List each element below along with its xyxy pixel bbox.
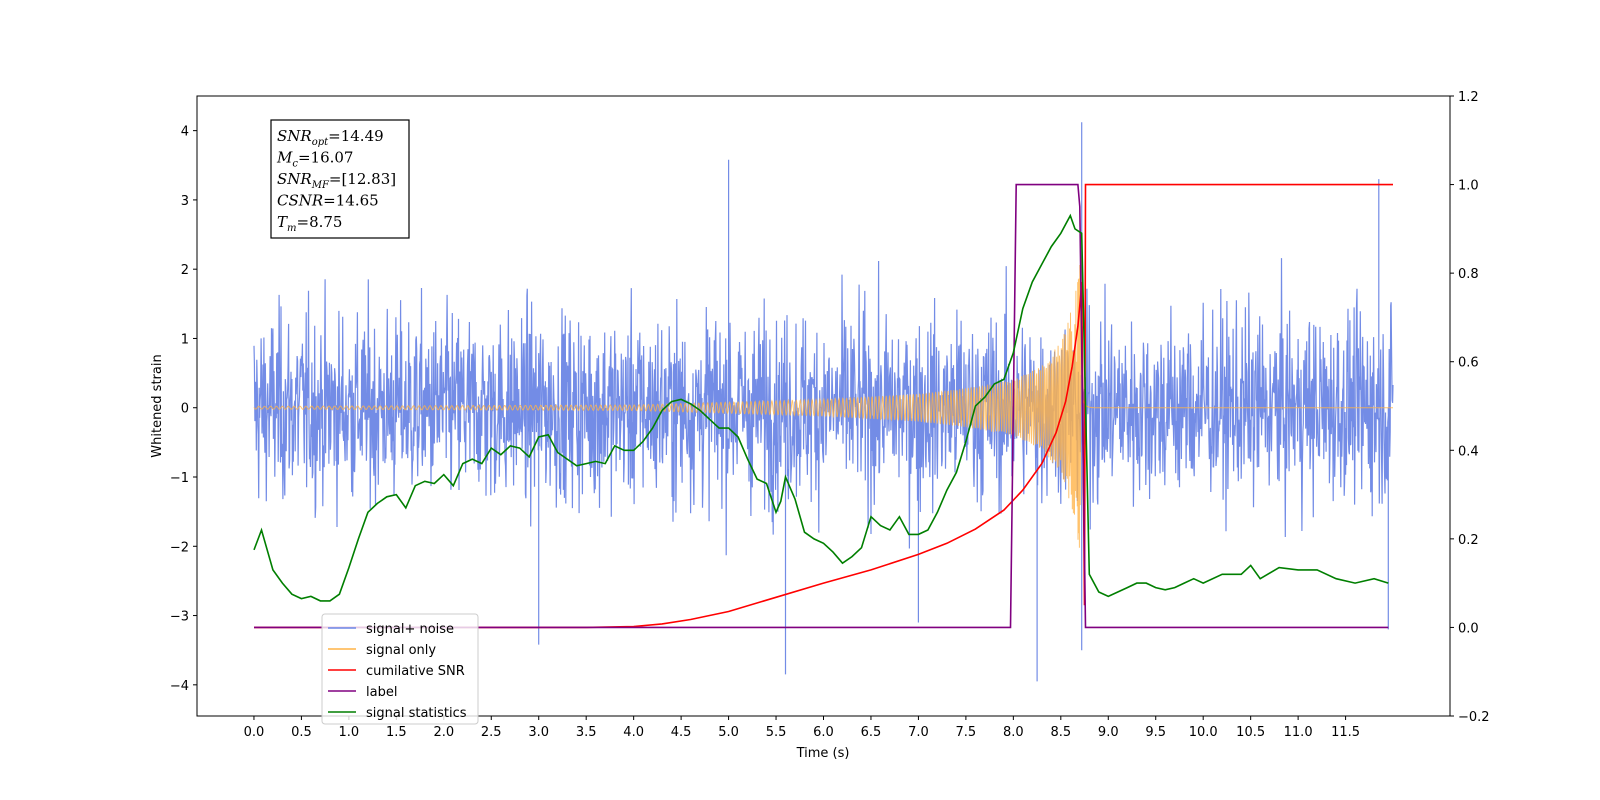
x-tick-label: 0.5 xyxy=(291,725,312,740)
x-tick-label: 1.0 xyxy=(339,725,360,740)
y-tick-label: −2 xyxy=(170,540,189,555)
y2-tick-label: 1.0 xyxy=(1458,179,1479,194)
legend-label: signal only xyxy=(366,643,436,658)
y-tick-label: 4 xyxy=(181,125,189,140)
y-tick-label: 2 xyxy=(181,263,189,278)
y2-tick-label: −0.2 xyxy=(1458,710,1490,725)
x-tick-label: 10.0 xyxy=(1189,725,1218,740)
y-tick-label: −4 xyxy=(170,679,189,694)
y2-tick-label: 0.6 xyxy=(1458,356,1479,371)
x-tick-label: 3.5 xyxy=(576,725,597,740)
x-tick-label: 4.0 xyxy=(623,725,644,740)
label-line xyxy=(254,183,1389,629)
x-tick-label: 2.0 xyxy=(433,725,454,740)
legend-frame xyxy=(321,613,479,725)
annotation-line: Mc=16.07 xyxy=(276,149,353,170)
x-tick-label: 1.5 xyxy=(386,725,407,740)
x-tick-label: 9.0 xyxy=(1098,725,1119,740)
y2-tick-label: 1.2 xyxy=(1458,90,1479,105)
y-tick-label: 1 xyxy=(181,332,189,347)
x-tick-label: 6.0 xyxy=(813,725,834,740)
annotation-line: SNRopt=14.49 xyxy=(277,127,384,148)
x-tick-label: 8.0 xyxy=(1003,725,1024,740)
annotation-frame xyxy=(270,119,410,239)
x-tick-label: 4.5 xyxy=(671,725,692,740)
annotation-line: CSNR=14.65 xyxy=(277,192,379,210)
metrics-annotation-box: SNRopt=14.49Mc=16.07SNRMF=[12.83]CSNR=14… xyxy=(270,119,410,239)
x-tick-label: 0.0 xyxy=(244,725,265,740)
y-axis-left: 4 3 2 1 0 −1 −2 −3 −4 xyxy=(170,125,197,694)
right-axis-series xyxy=(253,183,1393,629)
legend-label: signal statistics xyxy=(366,706,467,721)
annotation-line: Tm=8.75 xyxy=(277,213,342,234)
y2-tick-label: 0.2 xyxy=(1458,533,1479,548)
y-axis-right: 1.2 1.0 0.8 0.6 0.4 0.2 0.0 −0.2 xyxy=(1450,90,1490,725)
x-tick-label: 7.5 xyxy=(956,725,977,740)
x-tick-label: 10.5 xyxy=(1236,725,1265,740)
y-tick-label: −3 xyxy=(170,610,189,625)
x-tick-label: 5.0 xyxy=(718,725,739,740)
y-axis-label: Whitened strain xyxy=(150,354,165,457)
signal-only-series xyxy=(253,258,1393,548)
y-tick-label: 3 xyxy=(181,194,189,209)
x-axis: 0.0 0.5 1.0 1.5 2.0 2.5 3.0 3.5 4.0 4.5 5.0 5.5 6.0 6… xyxy=(244,716,1360,740)
x-tick-label: 2.5 xyxy=(481,725,502,740)
x-tick-label: 7.0 xyxy=(908,725,929,740)
legend: signal+ noise signal only cumilative SNR la… xyxy=(321,613,479,725)
x-tick-label: 11.0 xyxy=(1284,725,1313,740)
x-tick-label: 9.5 xyxy=(1145,725,1166,740)
x-tick-label: 8.5 xyxy=(1050,725,1071,740)
x-tick-label: 6.5 xyxy=(861,725,882,740)
x-tick-label: 5.5 xyxy=(766,725,787,740)
y-tick-label: −1 xyxy=(170,471,189,486)
signal-statistics-line xyxy=(253,213,1389,602)
annotation-line: SNRMF=[12.83] xyxy=(277,170,396,191)
legend-label: cumilative SNR xyxy=(366,664,465,679)
y2-tick-label: 0.8 xyxy=(1458,267,1479,282)
y2-tick-label: 0.0 xyxy=(1458,621,1479,636)
legend-label: label xyxy=(366,685,397,700)
legend-label: signal+ noise xyxy=(366,622,454,637)
signal-only-line xyxy=(253,258,1393,548)
y2-tick-label: 0.4 xyxy=(1458,444,1479,459)
x-axis-label: Time (s) xyxy=(796,746,850,761)
y-tick-label: 0 xyxy=(181,402,189,417)
x-tick-label: 3.0 xyxy=(528,725,549,740)
x-tick-label: 11.5 xyxy=(1331,725,1360,740)
